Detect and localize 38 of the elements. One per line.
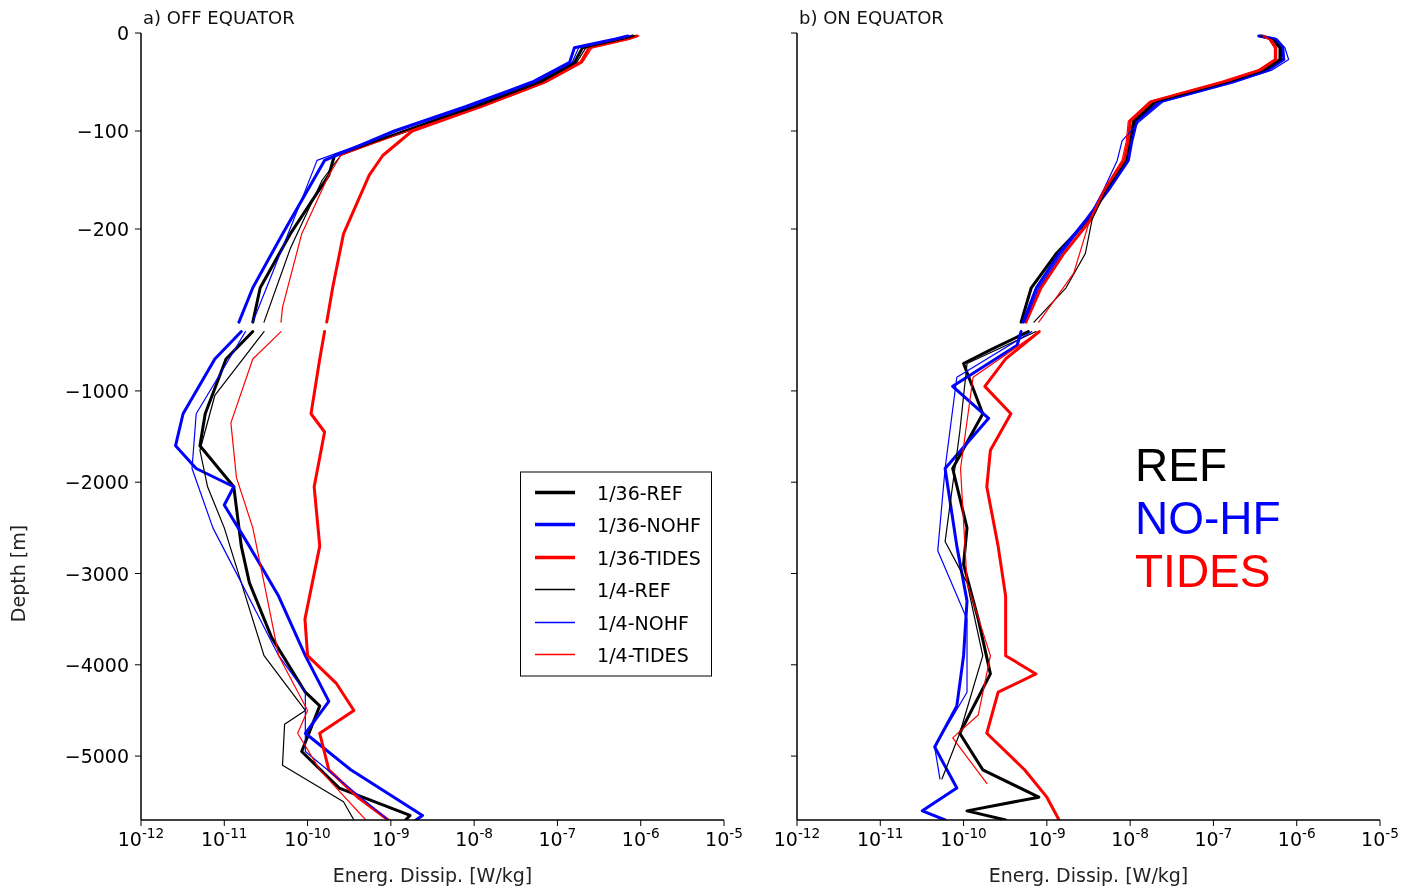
- x-tick-label: 10$^{-5}$: [1361, 825, 1399, 850]
- y-tick-label: −4000: [64, 653, 129, 676]
- x-tick-label: 10$^{-6}$: [1277, 825, 1316, 850]
- x-axis-title: Energ. Dissip. [W/kg]: [988, 864, 1189, 886]
- x-tick-label: 10$^{-10}$: [284, 825, 331, 850]
- legend-label: 1/4-REF: [597, 578, 671, 601]
- y-axis-title: Depth [m]: [6, 524, 29, 623]
- y-tick-label: 0: [116, 22, 129, 44]
- annotation: TIDES: [1135, 545, 1272, 598]
- annotation: NO-HF: [1135, 492, 1281, 545]
- x-tick-label: 10$^{-6}$: [621, 825, 660, 850]
- chart-title: a) OFF EQUATOR: [143, 7, 295, 28]
- x-tick-label: 10$^{-7}$: [1194, 825, 1233, 850]
- y-tick-label: −5000: [64, 745, 129, 768]
- legend-label: 1/36-REF: [597, 481, 683, 504]
- x-tick-label: 10$^{-12}$: [773, 825, 821, 850]
- chart-title: b) ON EQUATOR: [799, 7, 944, 28]
- x-axis-title: Energ. Dissip. [W/kg]: [332, 864, 533, 886]
- x-tick-label: 10$^{-9}$: [1027, 825, 1066, 850]
- x-tick-label: 10$^{-8}$: [455, 825, 494, 850]
- x-tick-label: 10$^{-9}$: [371, 825, 410, 850]
- legend-label: 1/4-NOHF: [597, 611, 689, 634]
- x-tick-label: 10$^{-11}$: [857, 825, 904, 850]
- x-tick-label: 10$^{-10}$: [940, 825, 987, 850]
- y-tick-label: −2000: [64, 471, 129, 494]
- annotation: REF: [1135, 439, 1228, 492]
- y-tick-label: −200: [76, 218, 129, 240]
- y-tick-label: −100: [76, 120, 129, 142]
- y-tick-label: −3000: [64, 562, 129, 585]
- x-tick-label: 10$^{-11}$: [201, 825, 248, 850]
- legend-label: 1/4-TIDES: [597, 643, 689, 666]
- legend-label: 1/36-TIDES: [597, 546, 701, 569]
- x-tick-label: 10$^{-12}$: [117, 825, 165, 850]
- x-tick-label: 10$^{-7}$: [538, 825, 577, 850]
- x-tick-label: 10$^{-5}$: [705, 825, 743, 850]
- legend-label: 1/36-NOHF: [597, 513, 701, 536]
- x-tick-label: 10$^{-8}$: [1111, 825, 1150, 850]
- y-tick-label: −1000: [64, 379, 129, 402]
